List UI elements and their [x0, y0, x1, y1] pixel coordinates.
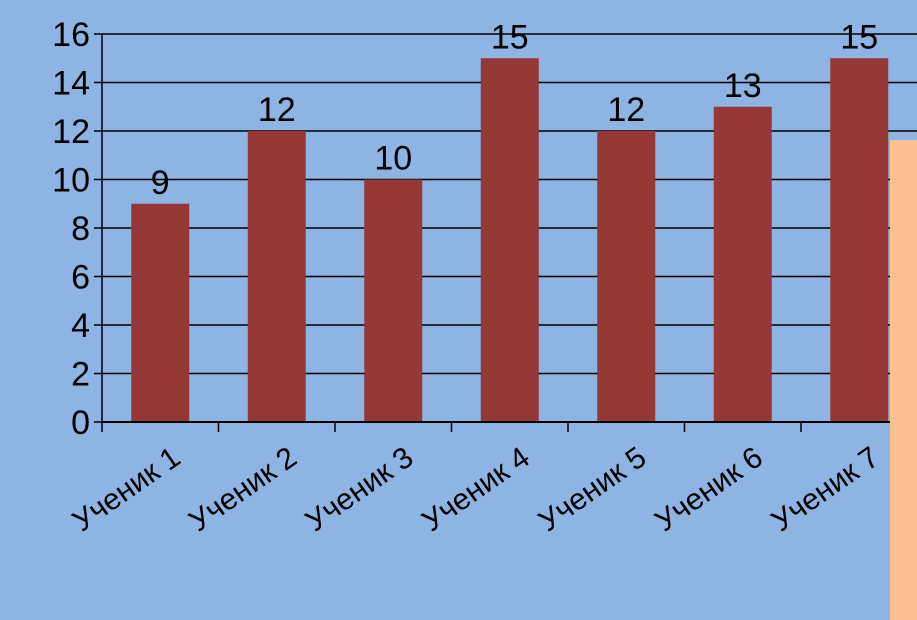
category-label: Ученик 3 — [300, 441, 420, 538]
data-label: 15 — [491, 18, 529, 56]
y-tick-label: 0 — [71, 404, 90, 442]
category-label: Ученик 6 — [649, 441, 769, 538]
y-tick-label: 6 — [71, 259, 90, 297]
bar — [364, 179, 423, 422]
bar — [713, 106, 772, 422]
y-tick-label: 4 — [71, 307, 90, 345]
y-tick-label: 12 — [52, 113, 90, 151]
x-axis — [101, 421, 917, 432]
y-tick-label: 8 — [71, 210, 90, 248]
y-tick-label: 16 — [52, 16, 90, 54]
bar — [597, 131, 656, 422]
legend-panel-overlay — [890, 140, 917, 620]
y-tick-label: 14 — [52, 65, 90, 103]
bar — [131, 203, 190, 422]
data-label: 12 — [258, 91, 296, 129]
category-label: Ученик 5 — [533, 441, 653, 538]
data-labels: 9 12 10 15 12 13 15 — [151, 18, 878, 202]
bar — [480, 58, 539, 422]
data-label: 10 — [374, 140, 412, 178]
category-label: Ученик 4 — [416, 441, 536, 538]
bar — [247, 131, 306, 422]
category-label: Ученик 7 — [766, 441, 886, 538]
category-label: Ученик 2 — [183, 441, 303, 538]
bar — [830, 58, 889, 422]
y-tick-label: 10 — [52, 162, 90, 200]
bars — [131, 58, 889, 422]
y-axis-ticks: 0 2 4 6 8 10 12 14 16 — [52, 16, 90, 442]
data-label: 12 — [607, 91, 645, 129]
category-label: Ученик 1 — [67, 441, 187, 538]
data-label: 9 — [151, 164, 170, 202]
data-label: 15 — [840, 18, 878, 56]
data-label: 13 — [724, 67, 762, 105]
y-tick-label: 2 — [71, 356, 90, 394]
